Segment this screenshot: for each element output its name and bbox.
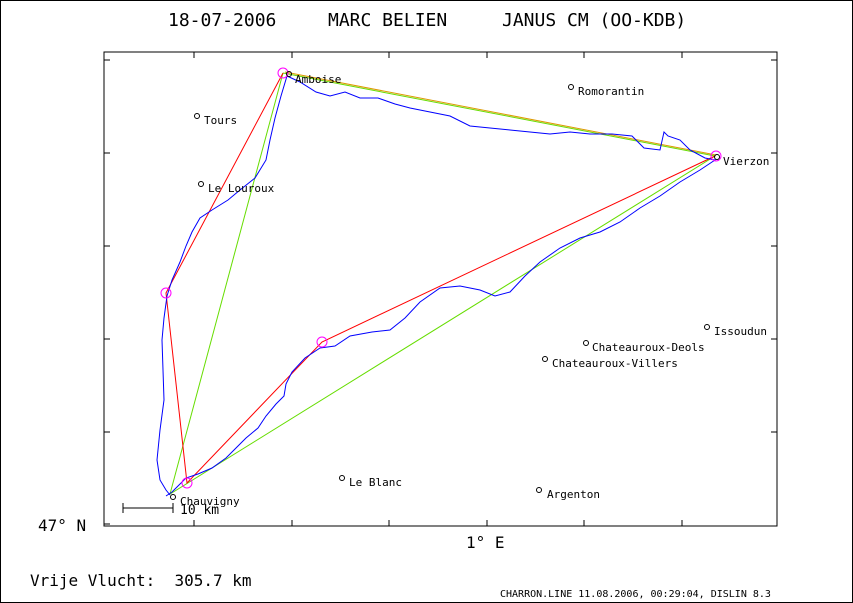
turnpoint-west: [160, 287, 172, 299]
turnpoint-chauvigny: [181, 477, 193, 489]
scale-bar: [122, 503, 174, 513]
town-label-issoudun: Issoudun: [714, 325, 767, 338]
lat-axis-label: 47° N: [38, 516, 86, 535]
turnpoints: [160, 67, 722, 489]
town-label-romorantin: Romorantin: [578, 85, 644, 98]
closing-line: [169, 72, 717, 496]
town-label-le-louroux: Le Louroux: [208, 182, 275, 195]
town-label-le-blanc: Le Blanc: [349, 476, 402, 489]
town-label-vierzon: Vierzon: [723, 155, 769, 168]
town-label-chateauroux-villers: Chateauroux-Villers: [552, 357, 678, 370]
plot-area: [103, 51, 778, 527]
turnpoint-mid: [316, 336, 328, 348]
task-legs: [165, 72, 716, 485]
flight-track: [156, 75, 717, 497]
lon-axis-label: 1° E: [466, 533, 505, 552]
town-label-argenton: Argenton: [547, 488, 600, 501]
title-pilot: MARC BELIEN: [328, 10, 447, 31]
town-label-tours: Tours: [204, 114, 237, 127]
title-glider: JANUS CM (OO-KDB): [502, 10, 686, 31]
title-date: 18-07-2006: [168, 10, 276, 31]
leg-amboise-vierzon: [284, 71, 717, 156]
distance-label: Vrije Vlucht: 305.7 km: [30, 571, 252, 590]
footer-info: CHARRON.LINE 11.08.2006, 00:29:04, DISLI…: [500, 589, 771, 600]
axis-ticks: [104, 52, 777, 526]
scale-bar-label: 10 km: [180, 503, 219, 518]
town-markers: [170, 71, 720, 500]
turnpoint-amboise: [277, 67, 289, 79]
turnpoint-vierzon: [710, 150, 722, 162]
town-label-chateauroux-deols: Chateauroux-Deols: [592, 341, 705, 354]
town-label-chauvigny: Chauvigny: [180, 495, 240, 508]
town-label-amboise: Amboise: [295, 73, 341, 86]
